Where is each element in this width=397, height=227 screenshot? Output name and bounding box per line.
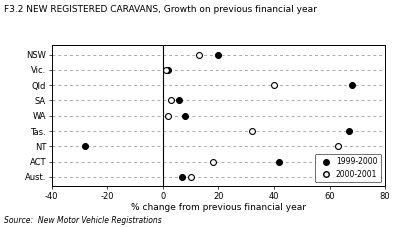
Text: Source:  New Motor Vehicle Registrations: Source: New Motor Vehicle Registrations <box>4 216 162 225</box>
Point <box>162 68 169 72</box>
Point <box>346 129 352 133</box>
Point <box>82 145 88 148</box>
Text: F3.2 NEW REGISTERED CARAVANS, Growth on previous financial year: F3.2 NEW REGISTERED CARAVANS, Growth on … <box>4 5 317 14</box>
Legend: 1999-2000, 2000-2001: 1999-2000, 2000-2001 <box>314 154 381 182</box>
Point <box>215 53 222 56</box>
Point <box>249 129 255 133</box>
Point <box>335 145 341 148</box>
Point <box>176 99 183 102</box>
Point <box>168 99 174 102</box>
X-axis label: % change from previous financial year: % change from previous financial year <box>131 203 306 212</box>
Point <box>165 114 172 118</box>
Point <box>179 175 185 179</box>
Point <box>187 175 194 179</box>
Point <box>165 68 172 72</box>
Point <box>349 83 355 87</box>
Point <box>271 83 277 87</box>
Point <box>276 160 283 163</box>
Point <box>210 160 216 163</box>
Point <box>196 53 202 56</box>
Point <box>182 114 188 118</box>
